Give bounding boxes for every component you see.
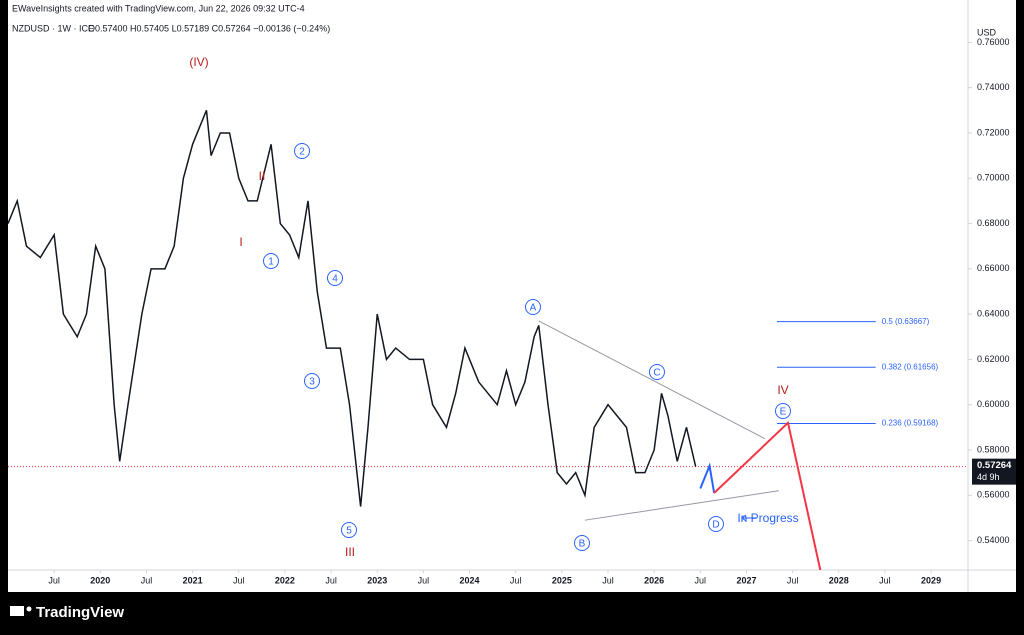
- x-tick-label: Jul: [141, 575, 153, 585]
- x-tick-label: 2028: [829, 575, 849, 585]
- wave-label: D: [712, 520, 719, 531]
- x-tick-label: Jul: [325, 575, 337, 585]
- wave-circle: [304, 373, 320, 389]
- x-tick-label: 2026: [644, 575, 664, 585]
- wave-circle: [263, 253, 279, 269]
- drawing-line: [538, 320, 766, 440]
- y-tick-label: 0.58000: [977, 444, 1010, 454]
- x-tick-label: 2024: [460, 575, 480, 585]
- wave-circle: [574, 535, 590, 551]
- brand-logo: [10, 606, 32, 616]
- ohlc: O0.57400 H0.57405 L0.57189 C0.57264 −0.0…: [88, 23, 330, 33]
- x-tick-label: 2025: [552, 575, 572, 585]
- wave-circle: [649, 364, 665, 380]
- wave-circle: [341, 522, 357, 538]
- wave-circle: [294, 143, 310, 159]
- x-tick-label: Jul: [418, 575, 430, 585]
- y-tick-label: 0.62000: [977, 354, 1010, 364]
- y-tick-label: 0.68000: [977, 218, 1010, 228]
- drawing-line: [713, 420, 822, 570]
- brand: TradingView: [36, 604, 124, 621]
- y-unit: USD: [977, 27, 997, 37]
- wave-label: 4: [332, 274, 338, 285]
- x-tick-label: 2021: [183, 575, 203, 585]
- x-tick-label: Jul: [233, 575, 245, 585]
- y-tick-label: 0.64000: [977, 308, 1010, 318]
- wave-circle: [775, 403, 791, 419]
- x-tick-label: 2027: [736, 575, 756, 585]
- x-tick-label: Jul: [48, 575, 60, 585]
- chart-panel: [8, 0, 1016, 592]
- drawing-line: [699, 462, 716, 494]
- x-tick-label: Jul: [879, 575, 891, 585]
- wave-label: 3: [309, 377, 315, 388]
- plot: 0.5 (0.63667) 0.382 (0.61656) 0.236 (0.591…: [8, 110, 968, 570]
- wave-label: A: [530, 303, 537, 314]
- y-tick-label: 0.72000: [977, 127, 1010, 137]
- y-tick-label: 0.60000: [977, 399, 1010, 409]
- x-tick-label: Jul: [510, 575, 522, 585]
- fib-label: 0.5 (0.63667): [882, 317, 930, 326]
- y-tick-label: 0.70000: [977, 173, 1010, 183]
- wave-label: 1: [268, 257, 274, 268]
- wave-label: C: [653, 368, 660, 379]
- wave-label: III: [345, 545, 355, 559]
- y-tick-label: 0.54000: [977, 535, 1010, 545]
- x-tick-label: Jul: [695, 575, 707, 585]
- wave-label: (IV): [189, 55, 208, 69]
- header: EWaveInsights created with TradingView.c…: [12, 3, 305, 13]
- y-tick-label: 0.74000: [977, 82, 1010, 92]
- wave-label: B: [579, 539, 586, 550]
- fib-label: 0.382 (0.61656): [882, 362, 939, 371]
- x-tick-label: 2020: [90, 575, 110, 585]
- fib-label: 0.236 (0.59168): [882, 419, 939, 428]
- wave-label: 5: [346, 526, 352, 537]
- y-tick-label: 0.76000: [977, 37, 1010, 47]
- x-tick-label: Jul: [787, 575, 799, 585]
- wave-label: I: [239, 235, 242, 249]
- y-tick-label: 0.56000: [977, 490, 1010, 500]
- arrow: [741, 514, 756, 522]
- x-tick-label: 2023: [367, 575, 387, 585]
- price-tag: [972, 458, 1016, 485]
- drawing-line: [584, 490, 779, 521]
- y-tick-label: 0.66000: [977, 263, 1010, 273]
- countdown: 4d 9h: [977, 472, 1000, 482]
- wave-label: E: [780, 407, 787, 418]
- wave-label: In Progress: [737, 511, 798, 525]
- price-line: [8, 110, 697, 507]
- wave-circle: [327, 270, 343, 286]
- symbol: NZDUSD · 1W · ICE: [12, 23, 94, 33]
- x-tick-label: 2022: [275, 575, 295, 585]
- x-tick-label: 2029: [921, 575, 941, 585]
- wave-label: IV: [777, 383, 788, 397]
- wave-circle: [708, 516, 724, 532]
- x-tick-label: Jul: [602, 575, 614, 585]
- wave-label: 2: [299, 147, 305, 158]
- wave-circle: [525, 299, 541, 315]
- wave-label: II: [259, 169, 266, 183]
- price-tag-label: 0.57264: [977, 460, 1012, 471]
